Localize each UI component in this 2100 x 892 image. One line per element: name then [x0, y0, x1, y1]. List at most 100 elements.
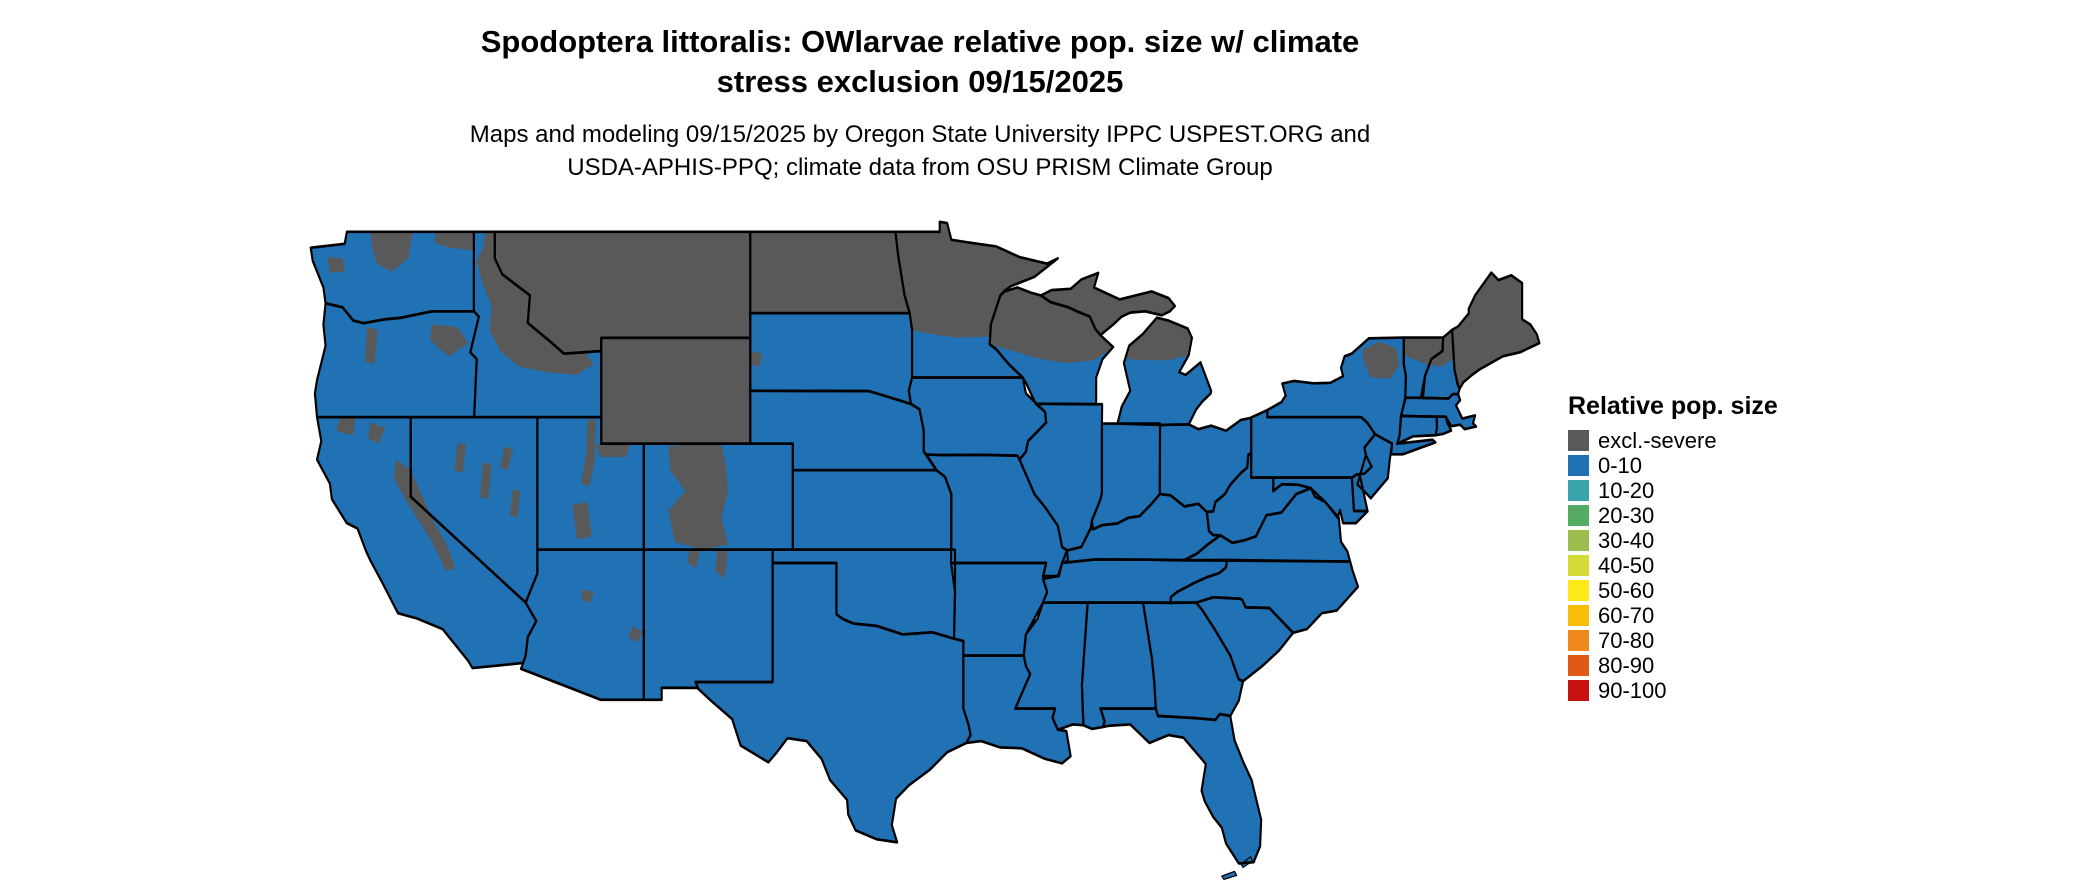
exclusion-patch	[370, 231, 413, 272]
legend-swatch	[1568, 605, 1589, 626]
state-fill-ND	[750, 231, 910, 314]
exclusion-patch	[668, 443, 728, 550]
legend-item: 80-90	[1568, 653, 1778, 678]
exclusion-patch	[1403, 329, 1454, 367]
legend-item: 20-30	[1568, 503, 1778, 528]
legend-label: excl.-severe	[1598, 428, 1717, 453]
legend-items: excl.-severe 0-10 10-20 20-30 30-40 40-50 50-6…	[1568, 428, 1778, 703]
exclusion-patch	[500, 446, 513, 471]
legend-title: Relative pop. size	[1568, 392, 1778, 420]
exclusion-patch	[429, 324, 469, 357]
state-fill-RI	[1435, 416, 1452, 436]
legend-item: 30-40	[1568, 528, 1778, 553]
exclusion-patch	[479, 462, 492, 500]
map-title-line1: Spodoptera littoralis: OWlarvae relative…	[480, 24, 1360, 59]
legend-label: 90-100	[1598, 678, 1667, 703]
state-fill-ME	[1452, 272, 1540, 389]
legend-item: 50-60	[1568, 578, 1778, 603]
state-fill-MO	[926, 454, 1068, 577]
state-fill-SD	[750, 313, 913, 404]
map-subtitle: Maps and modeling 09/15/2025 by Oregon S…	[0, 118, 1840, 184]
state-fill-OR	[314, 303, 479, 418]
exclusion-patch	[989, 287, 1114, 363]
state-fill-OK	[772, 549, 956, 639]
state-border-FL	[1099, 707, 1263, 865]
exclusion-patch	[476, 231, 594, 375]
state-fill-SC	[1196, 597, 1294, 682]
legend-label: 30-40	[1598, 528, 1655, 553]
state-fill-CT	[1397, 415, 1437, 444]
state-fill-KS	[792, 470, 952, 550]
legend-swatch	[1568, 430, 1589, 451]
legend-label: 10-20	[1598, 478, 1655, 503]
exclusion-patch	[336, 417, 356, 436]
state-fill-NM	[643, 549, 773, 700]
exclusion-patch	[434, 231, 474, 251]
legend-swatch	[1568, 480, 1589, 501]
state-fill-AL	[1081, 602, 1156, 729]
exclusion-patch	[581, 589, 594, 603]
legend-label: 40-50	[1598, 553, 1655, 578]
legend-item: 60-70	[1568, 603, 1778, 628]
state-fill-MD	[1273, 477, 1368, 524]
state-border-ME	[1451, 271, 1541, 391]
figure-header: Spodoptera littoralis: OWlarvae relative…	[0, 22, 1840, 184]
exclusion-patch	[750, 351, 762, 367]
legend-swatch	[1568, 505, 1589, 526]
state-fill-OH	[1159, 417, 1252, 513]
exclusion-patch	[581, 419, 596, 487]
exclusion-patch	[393, 459, 456, 571]
legend-item: excl.-severe	[1568, 428, 1778, 453]
legend-swatch	[1568, 655, 1589, 676]
map-subtitle-line2: USDA-APHIS-PPQ; climate data from OSU PR…	[567, 154, 1273, 181]
state-fill-MIUP	[1040, 272, 1175, 336]
state-border-MILP	[1116, 316, 1213, 427]
exclusion-patch	[628, 626, 643, 643]
state-fill-CA	[317, 417, 537, 669]
legend-label: 70-80	[1598, 628, 1655, 653]
state-fill-IA	[908, 377, 1047, 460]
legend-label: 80-90	[1598, 653, 1655, 678]
legend-label: 20-30	[1598, 503, 1655, 528]
legend-swatch	[1568, 580, 1589, 601]
legend-item: 10-20	[1568, 478, 1778, 503]
exclusion-patch	[327, 257, 345, 273]
legend-swatch	[1568, 555, 1589, 576]
state-fill-KY	[1062, 494, 1221, 563]
state-fill-FL	[1100, 708, 1262, 864]
state-fill-TX	[695, 562, 971, 843]
us-choropleth-map	[309, 220, 1541, 881]
exclusion-patch	[572, 501, 592, 540]
map-title: Spodoptera littoralis: OWlarvae relative…	[0, 22, 1840, 102]
exclusion-patch	[687, 549, 701, 569]
legend-item: 90-100	[1568, 678, 1778, 703]
state-fill-NC	[1170, 559, 1359, 633]
state-fill-PA	[1251, 410, 1376, 478]
state-fill-MS	[1015, 602, 1088, 730]
exclusion-patch	[454, 443, 467, 473]
state-fill-GA	[1143, 602, 1244, 720]
legend-item: 70-80	[1568, 628, 1778, 653]
legend-item: 40-50	[1568, 553, 1778, 578]
legend-swatch	[1568, 630, 1589, 651]
legend-swatch	[1568, 455, 1589, 476]
legend-label: 60-70	[1598, 603, 1655, 628]
state-fill-VA	[1184, 488, 1351, 562]
island-shape	[1221, 870, 1238, 881]
state-fill-MT	[494, 231, 751, 354]
exclusion-patch	[364, 327, 378, 365]
map-title-line2: stress exclusion 09/15/2025	[716, 64, 1124, 99]
state-border-MIUP	[1039, 271, 1177, 337]
state-fill-WA	[310, 231, 474, 324]
legend-item: 0-10	[1568, 455, 1778, 477]
legend-label: 50-60	[1598, 578, 1655, 603]
state-fill-AZ	[520, 549, 644, 700]
map-subtitle-line1: Maps and modeling 09/15/2025 by Oregon S…	[469, 121, 1371, 148]
state-border-TX	[694, 561, 972, 844]
state-border-RI	[1434, 415, 1453, 437]
exclusion-patch	[509, 488, 521, 518]
state-fill-WY	[601, 337, 751, 444]
state-fill-WV	[1206, 453, 1311, 543]
exclusion-patch	[368, 422, 386, 444]
state-fill-AR	[950, 562, 1048, 656]
